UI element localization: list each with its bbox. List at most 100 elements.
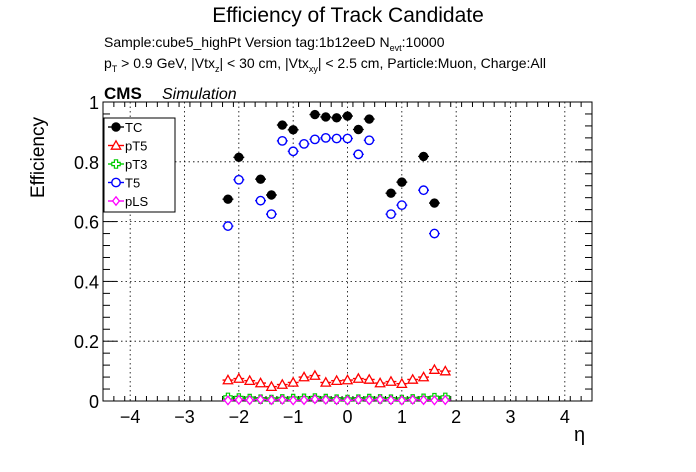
data-point-pLS [441,394,450,406]
plot-title: Efficiency of Track Candidate [212,4,484,27]
legend-label: pT3 [125,157,147,172]
data-point-pLS [256,394,265,405]
data-point-pT5 [406,373,419,384]
data-point-TC [353,124,364,135]
legend-entry-pLS: pLS [108,194,148,209]
cuts-text-b: | < 30 cm, |Vtx [219,55,309,71]
series-TC [222,109,440,208]
data-point-pLS [408,394,417,406]
data-point-pT5 [287,376,299,387]
vtxz-subscript: z [214,64,220,74]
data-point-T5 [277,135,288,146]
data-point-pLS [354,394,363,406]
data-point-pT5 [254,377,267,388]
data-point-T5 [299,138,309,149]
y-tick-label: 0 [89,392,99,412]
y-tick-label: 0.4 [74,272,99,292]
data-points [222,109,452,406]
data-point-pLS [365,394,374,406]
y-tick-label: 1 [89,93,99,113]
data-point-pT5 [439,365,452,376]
legend-label: pLS [125,194,148,209]
data-point-TC [288,125,298,135]
data-point-TC [364,114,374,124]
data-point-pT5 [243,374,256,386]
data-point-pLS [375,394,385,405]
data-point-T5 [353,149,364,160]
data-point-TC [386,188,396,198]
grid-lines [103,101,592,402]
data-point-TC [418,151,429,162]
data-point-pT5 [341,374,354,385]
sample-info-count: :10000 [401,34,445,50]
data-point-pT5 [276,378,289,389]
data-point-TC [342,111,353,121]
sample-info-text: Sample:cube5_highPt Version tag:1b12eeD … [104,34,390,50]
legend-entry-pT3: pT3 [108,157,147,172]
data-point-pLS [332,394,341,406]
x-tick-label: −4 [120,407,141,427]
legend-label: TC [125,120,142,135]
data-point-pLS [299,394,309,406]
data-point-pLS [321,394,330,406]
series-T5 [222,132,440,239]
series-pT5 [222,363,452,391]
data-point-pLS [310,393,320,405]
tick-labels: −4 −3 −2 −1 0 1 2 3 4 0 0.2 0.4 0.6 0.8 1 [74,93,570,427]
legend-marker [111,122,121,132]
cuts-info-line: pT > 0.9 GeV, |Vtxz| < 30 cm, |Vtxxy| < … [104,55,546,74]
data-point-TC [321,112,331,122]
data-point-pT5 [233,372,245,383]
x-tick-label: 2 [451,407,461,427]
legend-entry-TC: TC [108,120,142,135]
data-point-pLS [223,395,233,406]
data-point-TC [266,190,277,200]
x-tick-label: 3 [505,407,515,427]
legend-marker [110,139,122,150]
y-tick-label: 0.6 [74,213,99,233]
data-point-T5 [386,209,396,220]
vtxxy-subscript: xy [308,64,318,74]
legend-entry-T5: T5 [108,176,140,191]
data-point-pT5 [374,377,386,388]
data-point-T5 [331,133,342,144]
cuts-text-a: > 0.9 GeV, |Vtx [117,55,215,71]
data-point-T5 [223,221,233,231]
data-point-T5 [309,134,320,145]
data-point-pT5 [396,377,408,389]
x-tick-label: −1 [283,407,304,427]
data-point-pT5 [265,380,278,391]
data-point-pT5 [428,363,441,374]
sample-info-line: Sample:cube5_highPt Version tag:1b12eeD … [104,34,444,53]
nevt-subscript: evt [389,43,402,53]
data-point-pLS [397,395,407,406]
legend-label: pT5 [125,139,147,154]
data-point-pLS [267,394,276,406]
data-point-pT5 [417,371,430,382]
x-tick-label: 4 [560,407,570,427]
data-point-TC [310,109,320,120]
legend-label: T5 [125,176,140,191]
data-point-TC [277,120,287,130]
data-point-pLS [288,395,298,406]
data-point-pT5 [298,371,310,382]
series-pLS [222,393,451,406]
data-point-T5 [255,195,266,206]
legend-marker [111,177,121,188]
data-point-pT5 [363,373,376,384]
pt-subscript: T [111,64,118,74]
data-point-T5 [266,209,277,220]
legend-marker [111,195,121,207]
data-point-pLS [419,394,428,406]
data-point-pT5 [385,375,397,386]
data-point-pT5 [330,374,343,386]
data-point-pLS [278,394,287,406]
data-point-pT5 [352,372,365,383]
x-tick-label: −3 [174,407,195,427]
data-point-pT5 [222,374,234,385]
y-tick-label: 0.2 [74,332,99,352]
cuts-text-c: | < 2.5 cm, Particle:Muon, Charge:All [317,55,546,71]
data-point-T5 [429,228,440,239]
